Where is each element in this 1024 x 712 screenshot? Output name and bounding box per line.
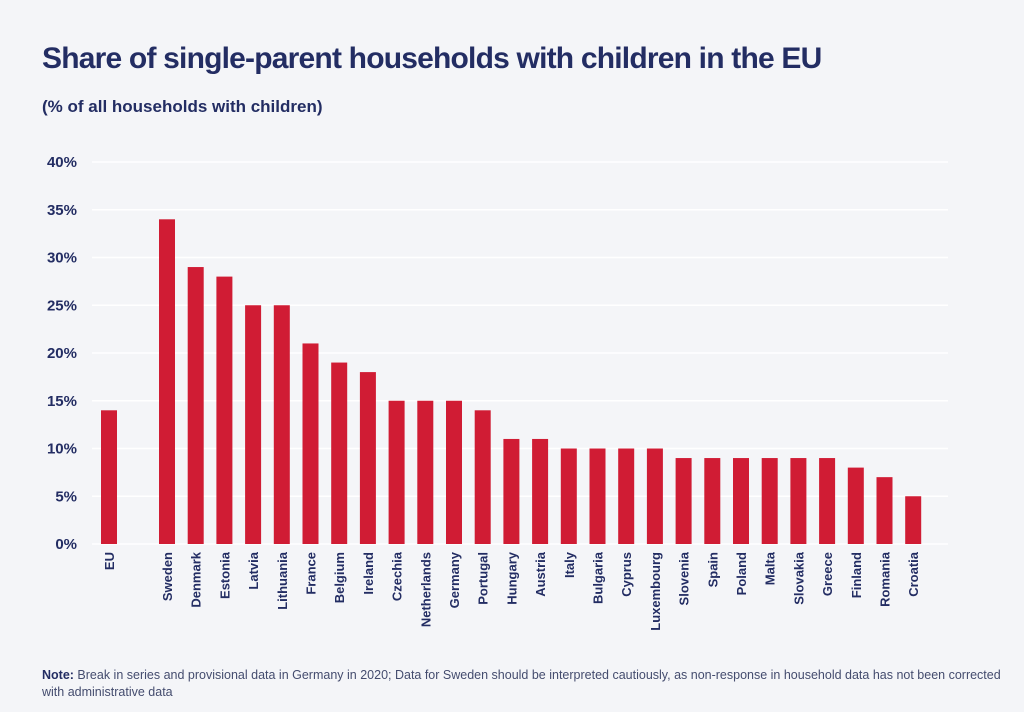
chart-subtitle: (% of all households with children) — [42, 97, 323, 116]
bar — [101, 410, 117, 544]
bar — [618, 448, 635, 544]
x-tick-label: Portugal — [476, 552, 491, 605]
y-tick-label: 20% — [47, 345, 77, 362]
bar — [847, 467, 864, 544]
x-tick-label: Sweden — [160, 552, 175, 601]
footnote-label: Note: — [42, 668, 74, 682]
x-tick-label: Hungary — [504, 551, 519, 605]
x-tick-label: Denmark — [189, 551, 204, 607]
bar — [417, 400, 434, 544]
bar — [331, 362, 348, 544]
x-tick-label: Cyprus — [619, 552, 634, 597]
y-tick-label: 40% — [47, 154, 77, 171]
bar — [675, 458, 692, 544]
bar — [876, 477, 893, 544]
x-tick-label: Slovenia — [677, 551, 692, 605]
chart-title: Share of single-parent households with c… — [42, 42, 822, 75]
y-tick-label: 15% — [47, 393, 77, 410]
x-tick-label: Poland — [734, 552, 749, 595]
bar — [216, 276, 233, 544]
bar — [446, 400, 462, 544]
bar — [905, 496, 922, 544]
bar — [646, 448, 663, 544]
bar — [187, 267, 204, 544]
x-tick-label: Estonia — [217, 551, 232, 599]
x-tick-label: Ireland — [361, 552, 376, 595]
x-tick-label: Romania — [878, 551, 893, 607]
bar — [704, 458, 721, 544]
bar — [733, 458, 749, 544]
x-tick-label: Croatia — [906, 551, 921, 597]
x-tick-label: Slovakia — [791, 551, 806, 605]
x-tick-label: Malta — [763, 551, 778, 585]
bar — [474, 410, 491, 544]
x-tick-label: Spain — [705, 552, 720, 587]
x-tick-label: Finland — [849, 552, 864, 598]
x-tick-label: EU — [102, 552, 117, 570]
x-tick-label: Latvia — [246, 551, 261, 589]
bar — [560, 448, 577, 544]
y-tick-label: 5% — [55, 488, 77, 505]
bar — [503, 438, 520, 544]
x-tick-label: Lithuania — [275, 551, 290, 610]
x-tick-label: Bulgaria — [591, 551, 606, 604]
footnote-text: Break in series and provisional data in … — [42, 668, 1001, 699]
bar — [761, 458, 778, 544]
bar — [819, 458, 836, 544]
bar — [589, 448, 606, 544]
y-tick-label: 0% — [55, 536, 77, 553]
x-tick-label: Italy — [562, 551, 577, 578]
bar — [790, 458, 807, 544]
bar — [159, 219, 175, 545]
y-tick-label: 35% — [47, 202, 77, 219]
bar — [245, 305, 262, 544]
x-tick-label: Luxembourg — [648, 552, 663, 631]
x-tick-label: Austria — [533, 551, 548, 597]
bar — [302, 343, 319, 544]
bar — [273, 305, 290, 544]
bar — [532, 438, 549, 544]
x-tick-label: Czechia — [390, 551, 405, 601]
x-tick-label: Belgium — [332, 552, 347, 603]
bar — [359, 372, 376, 544]
y-tick-label: 25% — [47, 297, 77, 314]
footnote: Note: Break in series and provisional da… — [42, 667, 1002, 701]
x-tick-label: Greece — [820, 552, 835, 596]
x-tick-label: Netherlands — [418, 552, 433, 627]
x-tick-label: France — [304, 552, 319, 595]
x-tick-label: Germany — [447, 551, 462, 608]
y-tick-label: 10% — [47, 441, 77, 458]
y-tick-label: 30% — [47, 250, 77, 267]
bar — [388, 400, 405, 544]
